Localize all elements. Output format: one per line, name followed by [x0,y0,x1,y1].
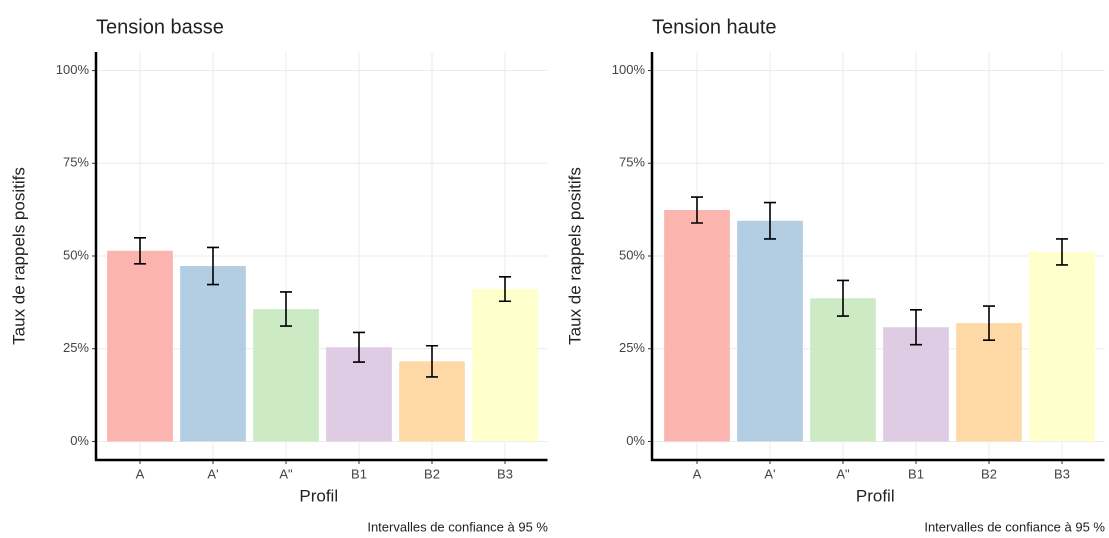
panel-title: Tension haute [652,16,777,38]
y-tick-label: 0% [626,433,645,448]
x-axis-title: Profil [856,486,895,505]
caption: Intervalles de confiance à 95 % [924,519,1105,534]
bar [737,220,803,442]
x-tick-label: B2 [981,466,997,481]
error-bar [983,305,995,341]
error-bar [207,246,219,286]
error-bar [910,308,922,346]
x-tick-label: A" [836,466,850,481]
bar [810,298,876,442]
x-tick-label: A" [279,466,293,481]
bar [326,347,392,442]
y-tick-label: 25% [63,340,89,355]
x-tick-label: B1 [351,466,367,481]
error-bar [426,344,438,378]
bar [1029,251,1095,442]
error-bar [134,237,146,265]
y-tick-label: 0% [70,433,89,448]
x-tick-label: A [136,466,145,481]
panel-title: Tension basse [96,16,224,38]
y-tick-label: 50% [619,247,645,262]
bar [107,250,173,442]
caption: Intervalles de confiance à 95 % [367,519,548,534]
x-tick-label: B3 [1054,466,1070,481]
y-tick-label: 75% [619,155,645,170]
error-bar [353,331,365,363]
bar [253,309,319,442]
bar [883,327,949,442]
y-axis-title: Taux de rappels positifs [9,167,28,345]
error-bar [691,196,703,224]
bar [472,289,538,442]
bar [664,210,730,442]
x-tick-label: A' [207,466,218,481]
error-bar [280,291,292,327]
y-tick-label: 100% [612,62,646,77]
bar [180,266,246,442]
y-tick-label: 25% [619,340,645,355]
x-axis-title: Profil [299,486,338,505]
x-tick-label: B1 [908,466,924,481]
y-tick-label: 75% [63,155,89,170]
x-tick-label: A' [764,466,775,481]
error-bar [499,275,511,303]
error-bar [1056,238,1068,266]
y-tick-label: 50% [63,247,89,262]
y-tick-label: 100% [56,62,90,77]
bar [956,323,1022,442]
x-tick-label: A [693,466,702,481]
error-bar [837,279,849,317]
y-axis-title: Taux de rappels positifs [565,167,584,345]
x-tick-label: B2 [424,466,440,481]
error-bar [764,201,776,240]
x-tick-label: B3 [497,466,513,481]
